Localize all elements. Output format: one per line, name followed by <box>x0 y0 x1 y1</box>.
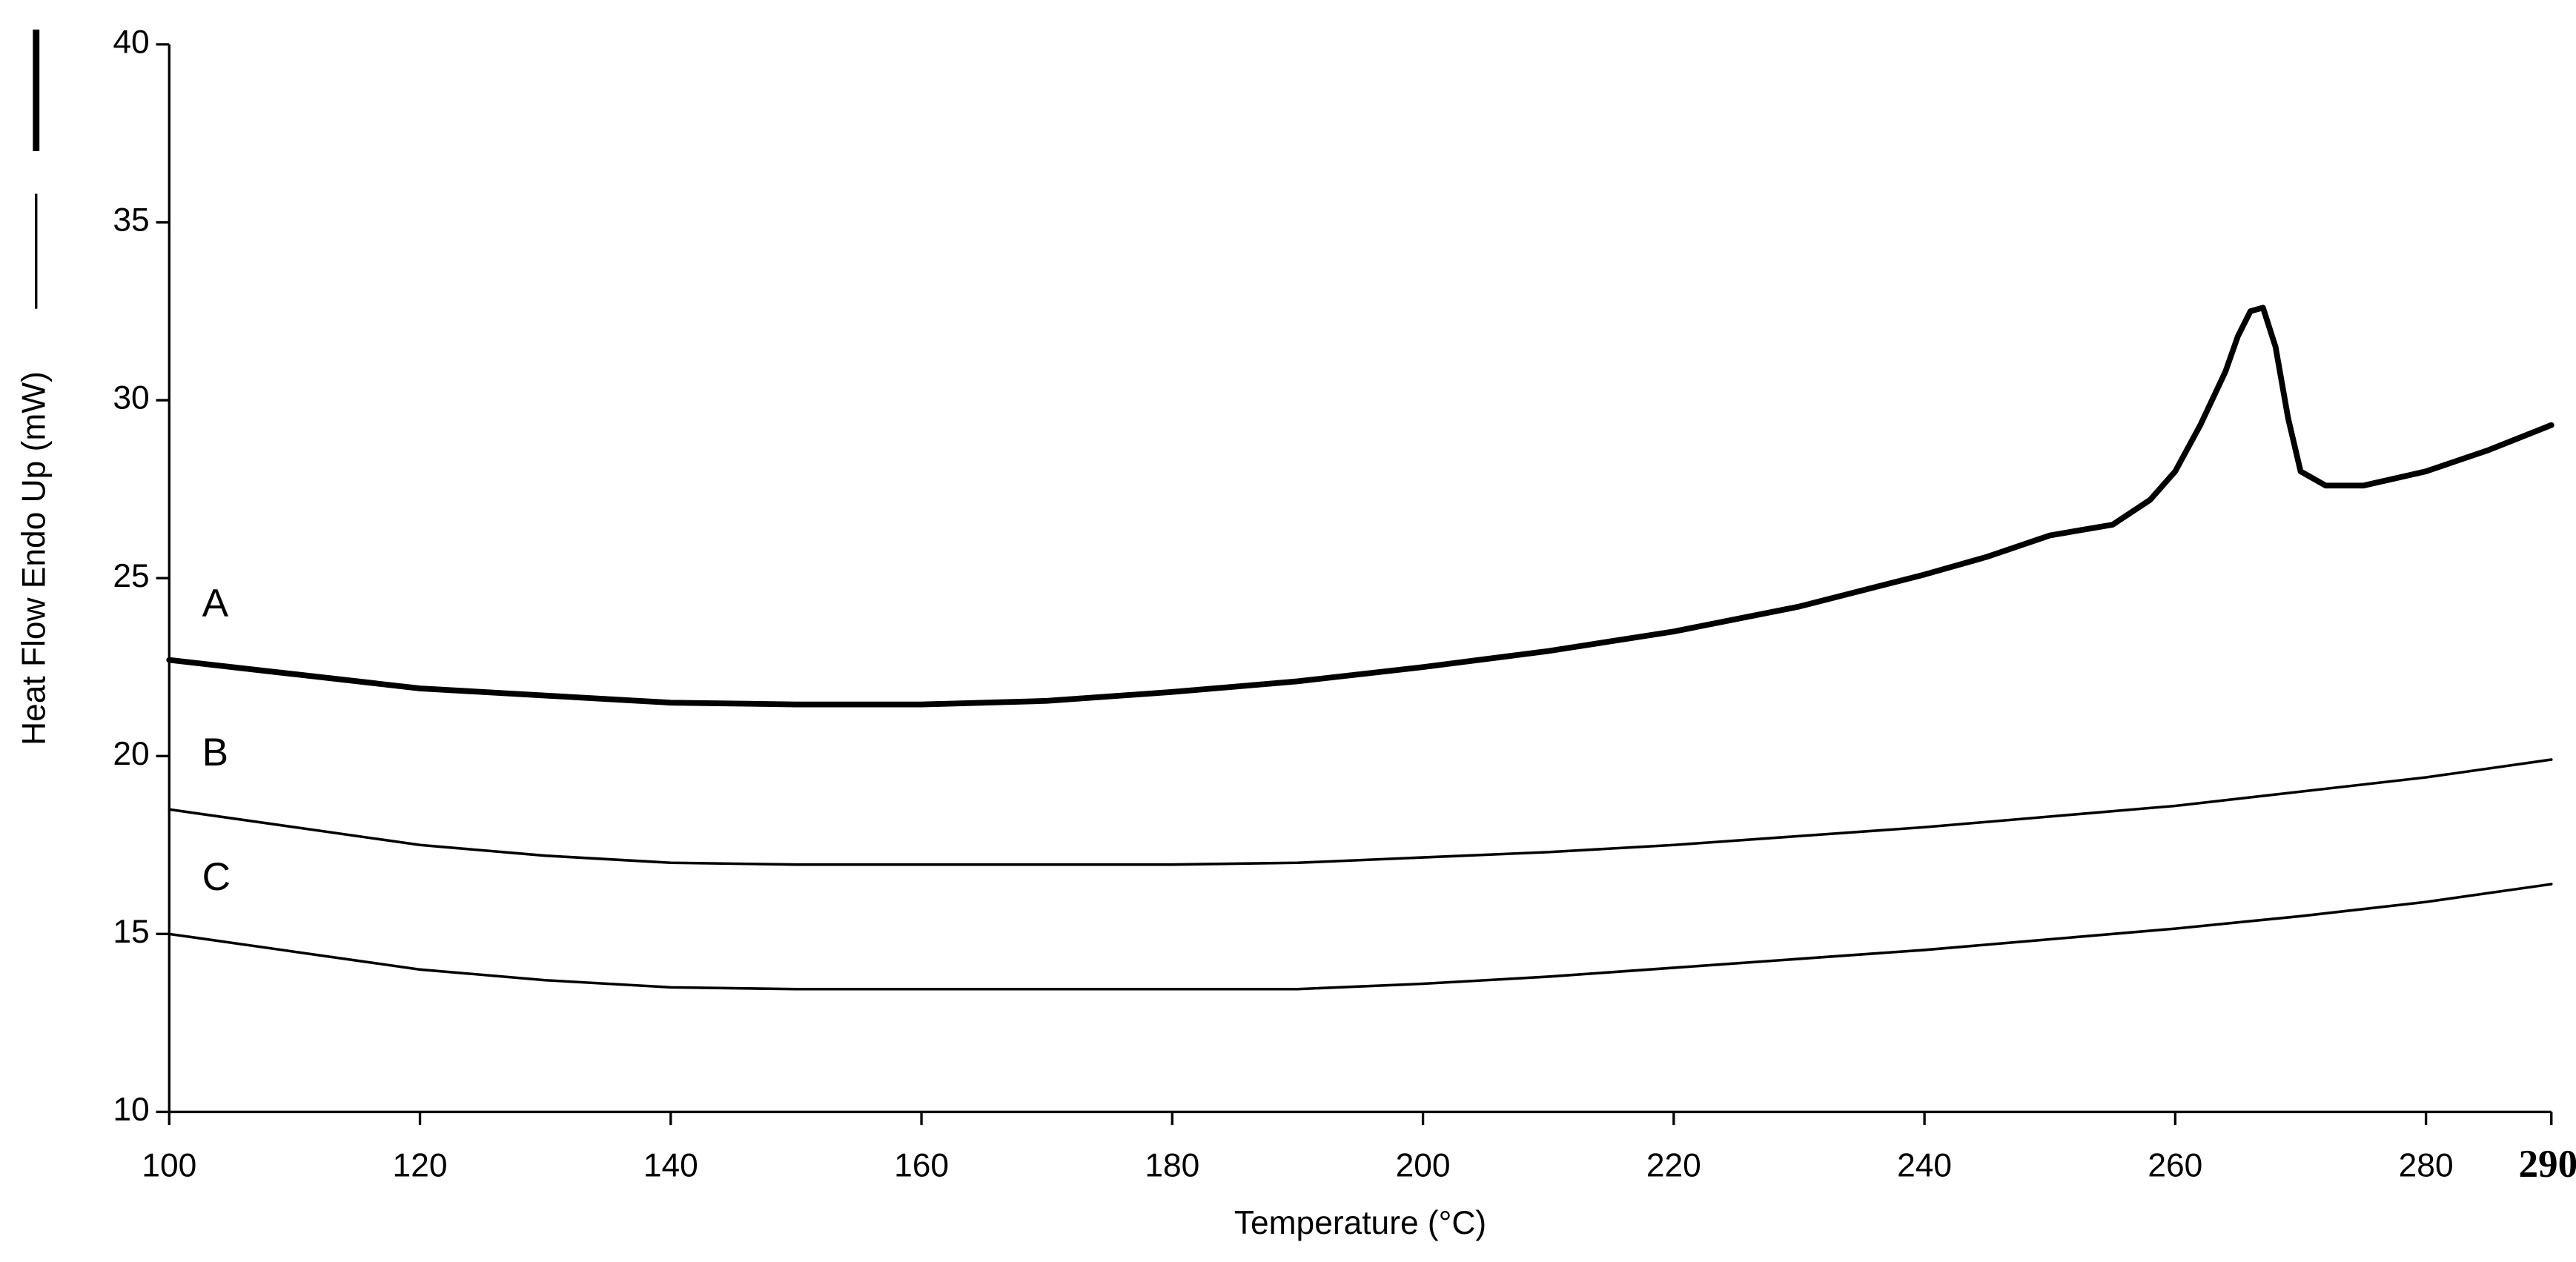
series-line <box>168 883 2553 991</box>
y-tick-label: 30 <box>113 380 149 416</box>
x-tick-label: 220 <box>1646 1147 1701 1183</box>
x-tick-label: 160 <box>894 1147 949 1183</box>
series-line <box>166 305 2555 708</box>
y-tick-label: 15 <box>113 914 149 950</box>
y-tick-label: 40 <box>113 24 149 61</box>
y-tick-label: 35 <box>113 202 149 239</box>
x-tick-label: 100 <box>142 1147 196 1183</box>
x-tick-label: 240 <box>1897 1147 1952 1183</box>
y-axis-label: Heat Flow Endo Up (mW) <box>16 371 52 745</box>
x-tick-label: 180 <box>1145 1147 1199 1183</box>
x-tick-label: 120 <box>393 1147 448 1183</box>
x-tick-label: 200 <box>1396 1147 1451 1183</box>
x-axis-label: Temperature (°C) <box>1234 1205 1486 1241</box>
x-tick-label: 280 <box>2399 1147 2454 1183</box>
x-tick-label: 140 <box>643 1147 698 1183</box>
series-label: A <box>202 581 229 625</box>
series-label: B <box>202 731 228 774</box>
y-tick-label: 20 <box>113 736 149 772</box>
x-tick-label: 260 <box>2148 1147 2202 1183</box>
x-tick-label: 290 <box>2518 1142 2576 1186</box>
y-tick-label: 25 <box>113 558 149 594</box>
series-line <box>168 758 2553 866</box>
y-tick-label: 10 <box>113 1092 149 1128</box>
series-label: C <box>202 855 231 899</box>
